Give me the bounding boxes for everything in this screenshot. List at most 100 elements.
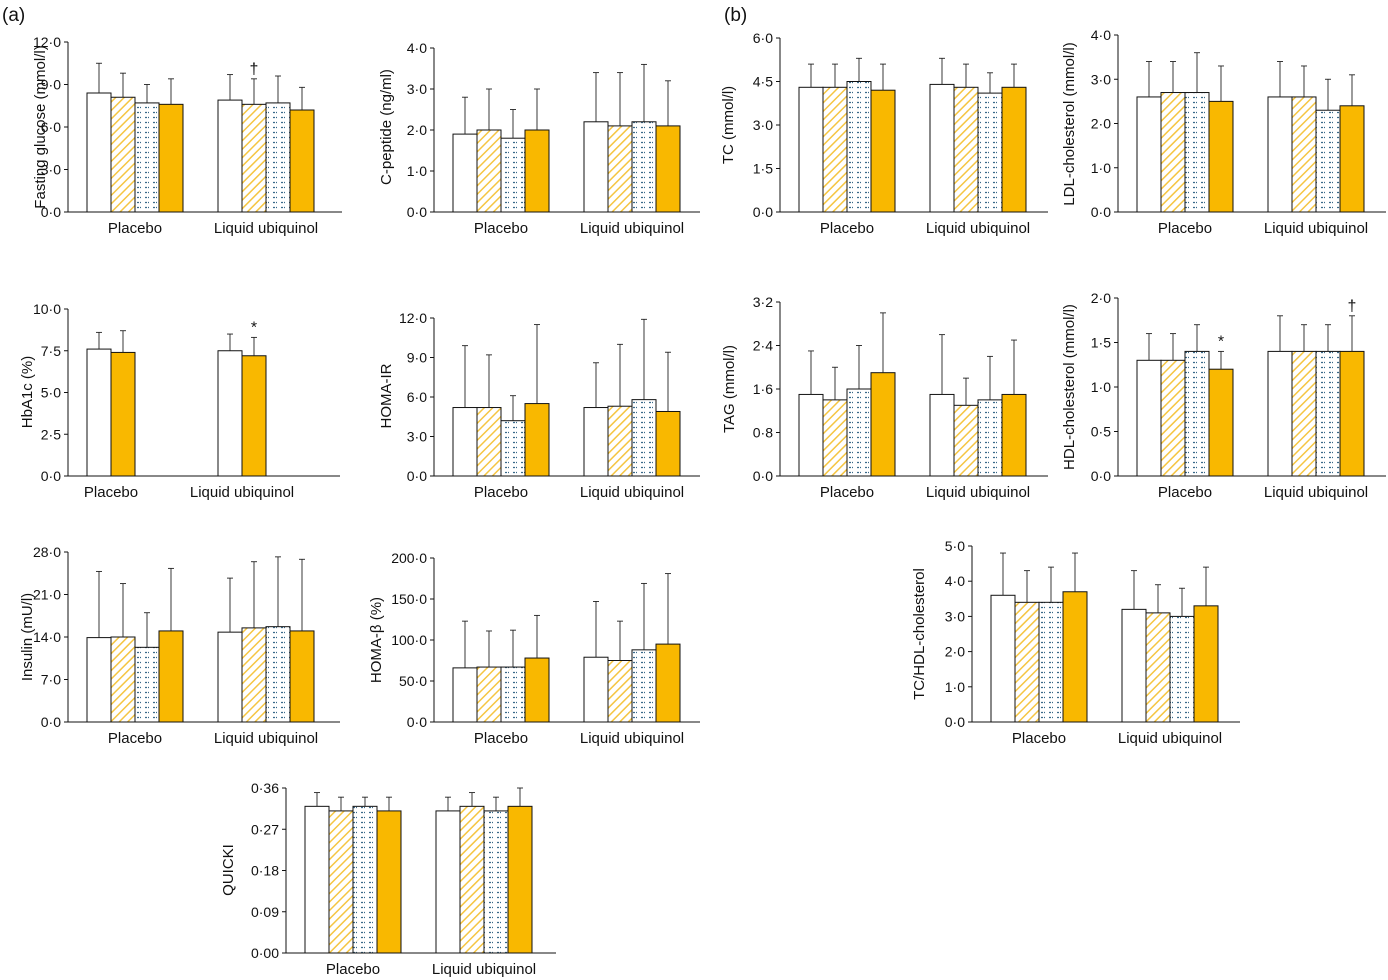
bar-insulin-0-solid: [158, 630, 184, 723]
y-tick-label: 0·0: [407, 714, 427, 730]
y-tick-label: 6·0: [407, 389, 427, 405]
bar-quicki-0-dotted: [352, 805, 378, 954]
y-tick-label: 50·0: [399, 673, 427, 689]
bar-quicki-0-white: [304, 805, 330, 954]
y-tick-label: 1·5: [753, 161, 773, 177]
bar-fg-0-hatched: [110, 96, 136, 213]
y-tick-label: 3·2: [753, 294, 773, 310]
bar-tag-1-hatched: [953, 404, 979, 477]
bar-hdl-0-dotted: [1184, 350, 1210, 477]
bar-tc-0-dotted: [846, 81, 872, 213]
y-tick-label: 1·5: [1091, 335, 1111, 351]
y-tick-label: 2·5: [41, 426, 61, 442]
x-category-label: Placebo: [820, 220, 874, 237]
y-tick-label: 2·0: [1091, 116, 1111, 132]
y-tick-label: 0·8: [753, 425, 773, 441]
chart-ldl: 0·0 1·0 2·0 3·0 4·0 LDL-cholesterol (mmol/l) P…: [1061, 27, 1386, 237]
bar-homair-0-hatched: [476, 407, 502, 477]
significance-marker: †: [250, 61, 259, 78]
x-category-label: Placebo: [1158, 220, 1212, 237]
y-tick-label: 7·5: [41, 343, 61, 359]
x-category-label: Liquid ubiquinol: [214, 730, 318, 747]
y-tick-label: 0·0: [753, 468, 773, 484]
x-category-label: Placebo: [326, 961, 380, 978]
bar-tc-0-hatched: [822, 86, 848, 213]
chart-hba1c: 0·0 2·5 5·0 7·5 10·0 HbA1c (%) Placebo Liquid u…: [19, 301, 340, 501]
bar-insulin-1-solid: [289, 630, 315, 723]
y-axis-label: HOMA-IR: [378, 363, 395, 428]
bar-quicki-1-white: [435, 810, 461, 954]
y-axis-label: QUICKI: [220, 844, 237, 896]
x-category-label: Placebo: [1012, 730, 1066, 747]
y-tick-label: 4·0: [1091, 27, 1111, 43]
x-category-label: Placebo: [108, 220, 162, 237]
bar-tchdl-0-hatched: [1014, 601, 1040, 723]
bar-homab-1-white: [583, 656, 609, 723]
bar-fg-1-hatched: [241, 103, 267, 213]
chart-cp: 0·0 1·0 2·0 3·0 4·0 C-peptide (ng/ml) Placebo L…: [378, 40, 700, 237]
bar-tchdl-1-hatched: [1145, 612, 1171, 723]
y-axis-label: TAG (mmol/l): [721, 345, 738, 433]
y-axis-label: HbA1c (%): [19, 356, 36, 429]
x-category-label: Liquid ubiquinol: [190, 484, 294, 501]
y-tick-label: 1·0: [945, 679, 965, 695]
bar-insulin-1-hatched: [241, 627, 267, 723]
bar-cp-1-solid: [655, 125, 681, 213]
bar-tag-1-solid: [1001, 393, 1027, 477]
significance-marker: *: [1218, 333, 1224, 350]
bar-tag-0-solid: [870, 372, 896, 477]
bar-homab-1-dotted: [631, 649, 657, 723]
x-category-label: Placebo: [474, 730, 528, 747]
bar-ldl-1-hatched: [1291, 96, 1317, 213]
bar-fg-1-dotted: [265, 102, 291, 213]
y-tick-label: 150·0: [391, 591, 427, 607]
x-category-label: Placebo: [474, 220, 528, 237]
chart-insulin: 0·0 7·0 14·0 21·0 28·0 Insulin (mU/l) Placebo L…: [19, 544, 340, 747]
bar-insulin-1-dotted: [265, 626, 291, 723]
bar-tag-0-white: [798, 393, 824, 477]
bar-ldl-1-solid: [1339, 105, 1365, 213]
bar-quicki-0-hatched: [328, 810, 354, 954]
y-tick-label: 0·09: [251, 904, 279, 920]
x-category-label: Placebo: [84, 484, 138, 501]
bar-fg-0-dotted: [134, 102, 160, 213]
y-tick-label: 6·0: [41, 119, 61, 135]
chart-tc: 0·0 1·5 3·0 4·5 6·0 TC (mmol/l) Placebo Liquid …: [720, 30, 1048, 237]
y-axis-label: Insulin (mU/l): [19, 593, 36, 681]
bar-homab-0-solid: [524, 657, 550, 723]
bar-homair-0-white: [452, 407, 478, 477]
bar-homab-1-hatched: [607, 660, 633, 723]
y-tick-label: 3·0: [407, 429, 427, 445]
y-axis-label: C-peptide (ng/ml): [378, 69, 395, 185]
bar-hdl-1-hatched: [1291, 350, 1317, 477]
y-axis-label: LDL-cholesterol (mmol/l): [1061, 42, 1078, 205]
y-tick-label: 3·0: [41, 162, 61, 178]
y-tick-label: 4·0: [945, 573, 965, 589]
bar-hdl-0-hatched: [1160, 359, 1186, 477]
y-tick-label: 0·0: [945, 714, 965, 730]
bar-tc-1-hatched: [953, 86, 979, 213]
bar-cp-0-dotted: [500, 137, 526, 213]
bar-hba1c-1-white: [217, 350, 243, 477]
bar-fg-1-white: [217, 99, 243, 213]
x-category-label: Placebo: [108, 730, 162, 747]
bar-insulin-1-white: [217, 631, 243, 723]
bar-hba1c-1-solid: [241, 355, 267, 477]
bar-cp-1-hatched: [607, 125, 633, 213]
x-category-label: Liquid ubiquinol: [214, 220, 318, 237]
chart-tchdl: 0·0 1·0 2·0 3·0 4·0 5·0 TC/HDL-cholesterol Plac…: [911, 538, 1240, 747]
bar-insulin-0-hatched: [110, 636, 136, 723]
x-category-label: Liquid ubiquinol: [1264, 484, 1368, 501]
bar-tc-1-white: [929, 83, 955, 213]
bar-ldl-0-dotted: [1184, 92, 1210, 213]
bar-fg-1-solid: [289, 109, 315, 213]
bar-tag-1-dotted: [977, 399, 1003, 477]
bar-ldl-1-white: [1267, 96, 1293, 213]
y-tick-label: 1·6: [753, 381, 773, 397]
y-axis-label: TC (mmol/l): [720, 86, 737, 164]
bar-cp-1-dotted: [631, 121, 657, 213]
y-tick-label: 0·0: [407, 204, 427, 220]
bar-insulin-0-white: [86, 637, 112, 723]
